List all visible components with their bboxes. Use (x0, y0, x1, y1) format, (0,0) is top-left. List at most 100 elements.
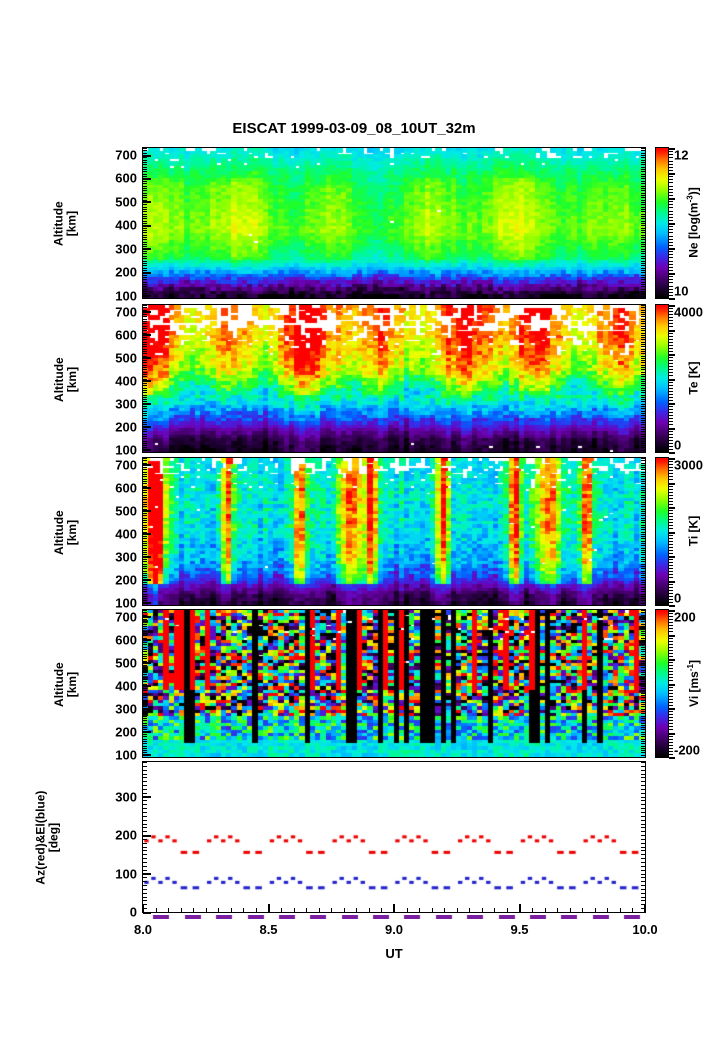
colorbar-tick-major-ti (669, 458, 675, 460)
ytick-minor-right-azel (641, 912, 645, 913)
ytick-minor-ti (143, 518, 147, 519)
ytick-minor-right-ne (641, 242, 645, 243)
ytick-minor-right-ti (641, 577, 645, 578)
ytick-minor-ti (143, 476, 147, 477)
colorbar-tick-minor-te (669, 418, 673, 419)
ytick-minor-right-ti (641, 472, 645, 473)
ytick-minor-right-vi (641, 720, 645, 721)
ytick-label-ti-300: 300 (115, 549, 137, 565)
colorbar-tick-minor-vi (669, 680, 673, 681)
colorbar-tick-major-ne (669, 148, 675, 150)
ytick-label-ti-500: 500 (115, 503, 137, 519)
colorbar-tick-minor-ti (669, 479, 673, 480)
ytick-major-azel-200 (143, 834, 151, 837)
panel-data-ti (143, 458, 645, 605)
ytick-minor-ne (143, 150, 147, 151)
ytick-minor-right-azel (641, 797, 645, 798)
ytick-label-te-600: 600 (115, 327, 137, 343)
ytick-minor-right-ti (641, 580, 645, 581)
ytick-minor-ne (143, 178, 147, 179)
ytick-minor-right-ti (641, 499, 645, 500)
ytick-minor-ne (143, 202, 147, 203)
colorbar-tick-minor-ne (669, 176, 673, 177)
colorbar-tick-minor-ne (669, 214, 673, 215)
ytick-minor-ne (143, 242, 147, 243)
ytick-minor-right-te (641, 365, 645, 366)
colorbar-tick-major-vi (669, 733, 675, 735)
ytick-minor-azel (143, 889, 147, 890)
ytick-minor-ti (143, 522, 147, 523)
ytick-minor-ne (143, 169, 147, 170)
colorbar-tick-minor-ti (669, 486, 673, 487)
plot-panel-ti (142, 457, 646, 606)
ytick-minor-right-vi (641, 690, 645, 691)
ytick-major-te-300 (143, 403, 151, 406)
ytick-minor-right-vi (641, 750, 645, 751)
ytick-minor-azel (143, 777, 147, 778)
ytick-minor-right-vi (641, 684, 645, 685)
ytick-minor-right-te (641, 351, 645, 352)
page-title: EISCAT 1999-03-09_08_10UT_32m (232, 120, 476, 137)
colorbar-tick-minor-ne (669, 251, 673, 252)
colorbar-tick-major-te (669, 379, 675, 381)
ytick-minor-right-ti (641, 575, 645, 576)
ytick-minor-right-ti (641, 538, 645, 539)
colorbar-tick-minor-ti (669, 498, 673, 499)
colorbar-tick-major-ne (669, 198, 675, 200)
ytick-minor-ne (143, 272, 147, 273)
ytick-minor-right-te (641, 344, 645, 345)
ytick-minor-ne (143, 160, 147, 161)
ytick-major-azel-0 (143, 911, 151, 914)
ytick-minor-right-te (641, 330, 645, 331)
xtick-minor (582, 908, 583, 912)
ytick-minor-ne (143, 209, 147, 210)
ytick-minor-right-ti (641, 584, 645, 585)
ytick-minor-right-te (641, 413, 645, 414)
colorbar-tick-minor-ne (669, 179, 673, 180)
ytick-minor-azel (143, 797, 147, 798)
ytick-minor-te (143, 401, 147, 402)
colorbar-tick-minor-ti (669, 553, 673, 554)
ytick-minor-right-vi (641, 697, 645, 698)
ytick-minor-azel (143, 900, 147, 901)
colorbar-tick-minor-vi (669, 754, 673, 755)
ytick-minor-right-vi (641, 670, 645, 671)
colorbar-tick-major-te (669, 403, 675, 405)
ytick-minor-azel (143, 912, 147, 913)
ytick-minor-right-ne (641, 162, 645, 163)
ytick-minor-vi (143, 713, 147, 714)
ytick-minor-right-vi (641, 628, 645, 629)
colorbar-tick-minor-ne (669, 245, 673, 246)
ytick-minor-te (143, 445, 147, 446)
ytick-minor-ti (143, 550, 147, 551)
ytick-minor-right-te (641, 312, 645, 313)
ytick-minor-ne (143, 155, 147, 156)
xtick-minor (545, 908, 546, 912)
ytick-minor-right-azel (641, 804, 645, 805)
colorbar-tick-minor-ti (669, 470, 673, 471)
ytick-minor-right-te (641, 356, 645, 357)
ytick-minor-ti (143, 545, 147, 546)
ytick-minor-right-te (641, 316, 645, 317)
ytick-minor-right-ne (641, 284, 645, 285)
ytick-minor-right-ti (641, 490, 645, 491)
ytick-minor-vi (143, 750, 147, 751)
ytick-minor-ne (143, 193, 147, 194)
ytick-minor-right-vi (641, 727, 645, 728)
ytick-minor-right-ne (641, 232, 645, 233)
ytick-major-ne-700 (143, 154, 151, 157)
ytick-minor-right-ti (641, 518, 645, 519)
ytick-minor-right-ne (641, 204, 645, 205)
ytick-minor-right-vi (641, 734, 645, 735)
colorbar-tick-minor-ne (669, 198, 673, 199)
colorbar-tick-minor-vi (669, 638, 673, 639)
ytick-major-ti-400 (143, 533, 151, 536)
ytick-minor-right-vi (641, 716, 645, 717)
ytick-minor-right-ne (641, 251, 645, 252)
ytick-minor-azel (143, 893, 147, 894)
ytick-minor-right-te (641, 335, 645, 336)
ytick-minor-right-vi (641, 654, 645, 655)
ytick-minor-ti (143, 502, 147, 503)
ytick-minor-ti (143, 557, 147, 558)
colorbar-tick-minor-vi (669, 733, 673, 734)
